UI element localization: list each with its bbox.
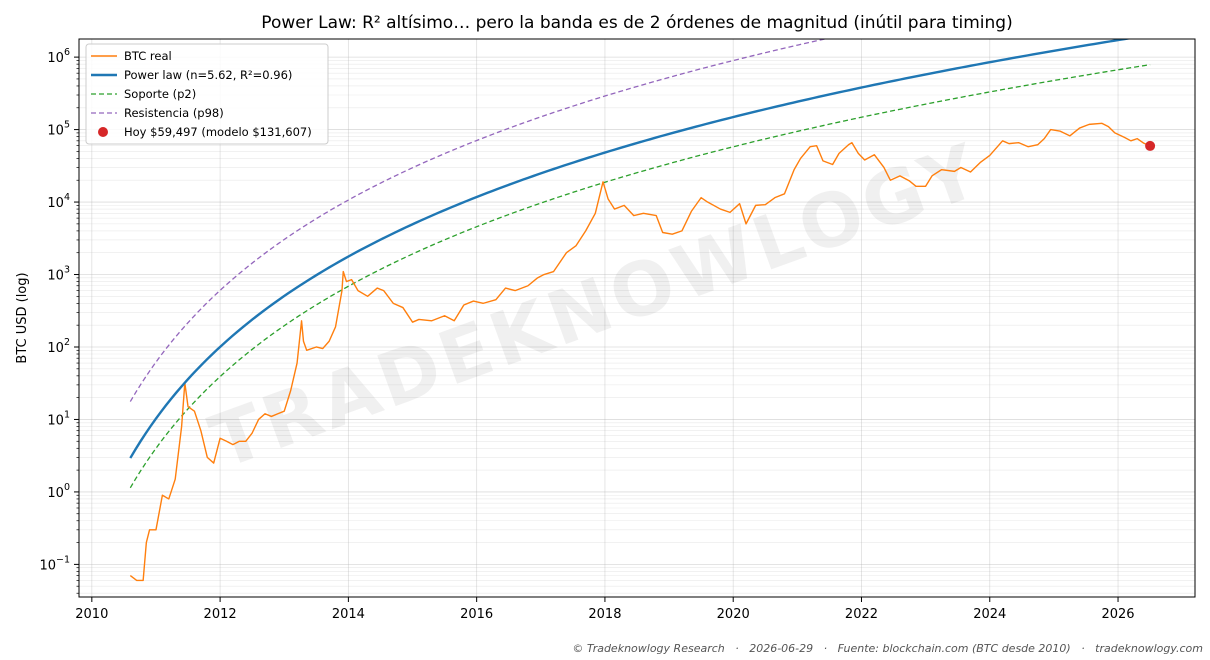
series-layer bbox=[129, 39, 1156, 582]
x-tick-label: 2010 bbox=[75, 607, 108, 622]
legend-box bbox=[85, 43, 329, 145]
resistance-line bbox=[129, 39, 828, 402]
y-tick-label: 100 bbox=[47, 482, 70, 501]
plot-frame bbox=[78, 38, 1196, 598]
support-line bbox=[129, 64, 1151, 489]
x-tick-label: 2014 bbox=[332, 607, 365, 622]
x-tick-label: 2016 bbox=[460, 607, 493, 622]
x-tick-label: 2020 bbox=[717, 607, 750, 622]
today-marker bbox=[1145, 140, 1156, 151]
y-tick-label: 103 bbox=[47, 265, 70, 284]
series-group bbox=[129, 39, 1151, 582]
legend-label: Power law (n=5.62, R²=0.96) bbox=[124, 68, 292, 82]
legend-label: Resistencia (p98) bbox=[124, 106, 224, 120]
x-tick-label: 2024 bbox=[973, 607, 1006, 622]
legend-marker bbox=[98, 127, 108, 137]
x-tick-label: 2012 bbox=[204, 607, 237, 622]
y-axis-label: BTC USD (log) bbox=[15, 272, 30, 363]
x-tick-label: 2022 bbox=[845, 607, 878, 622]
y-tick-label: 106 bbox=[47, 47, 70, 66]
y-tick-label: 10−1 bbox=[39, 554, 70, 573]
x-tick-label: 2026 bbox=[1101, 607, 1134, 622]
legend: BTC real Power law (n=5.62, R²=0.96) Sopor… bbox=[85, 43, 329, 145]
gridlines bbox=[79, 39, 1195, 597]
footer-credit: © Tradeknowlogy Research · 2026-06-29 · … bbox=[572, 642, 1203, 655]
power-law-line bbox=[129, 39, 1133, 459]
legend-label: Hoy $59,497 (modelo $131,607) bbox=[124, 125, 312, 139]
axis-ticks: 2010 2012 2014 2016 2018 2020 2022 2024 2026 10−1… bbox=[39, 47, 1134, 622]
legend-label: Soporte (p2) bbox=[124, 87, 196, 101]
legend-label: BTC real bbox=[124, 49, 172, 63]
y-tick-label: 104 bbox=[47, 192, 70, 211]
y-tick-label: 101 bbox=[47, 409, 70, 428]
btc-price-line bbox=[129, 122, 1151, 582]
watermark-text: TRADEKNOWLOGY bbox=[200, 127, 993, 486]
y-tick-label: 102 bbox=[47, 337, 70, 356]
y-tick-label: 105 bbox=[47, 120, 70, 139]
x-tick-label: 2018 bbox=[588, 607, 621, 622]
chart-title: Power Law: R² altísimo… pero la banda es… bbox=[261, 13, 1012, 33]
